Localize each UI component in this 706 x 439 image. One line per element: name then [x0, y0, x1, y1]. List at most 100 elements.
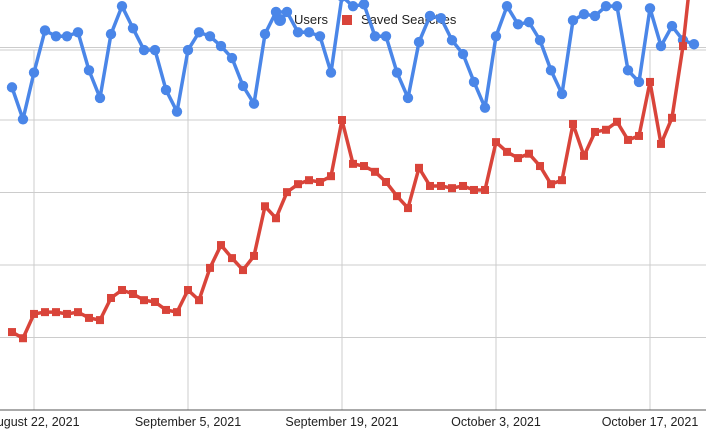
data-point-saved-searches	[250, 251, 258, 260]
data-point-saved-searches	[349, 159, 357, 168]
data-point-saved-searches	[404, 204, 412, 213]
data-point-users	[182, 44, 194, 56]
data-point-saved-searches	[481, 185, 489, 194]
data-point-users	[347, 0, 359, 12]
x-tick-label: October 3, 2021	[451, 415, 541, 429]
data-point-users	[204, 31, 216, 42]
data-point-saved-searches	[327, 172, 335, 181]
data-point-users	[655, 40, 667, 52]
data-point-users	[391, 67, 403, 78]
data-point-users	[193, 27, 205, 38]
data-point-saved-searches	[382, 177, 390, 186]
data-point-saved-searches	[8, 328, 16, 337]
data-point-users	[688, 39, 700, 50]
data-point-users	[545, 65, 557, 76]
data-point-users	[567, 15, 579, 26]
data-point-users	[50, 31, 62, 42]
data-point-saved-searches	[184, 286, 192, 295]
grid	[0, 47, 706, 411]
data-point-saved-searches	[646, 77, 654, 86]
data-point-saved-searches	[657, 139, 665, 148]
data-point-saved-searches	[173, 308, 181, 317]
data-point-saved-searches	[129, 290, 137, 298]
data-point-users	[534, 35, 546, 46]
data-point-saved-searches	[195, 296, 203, 305]
data-point-users	[127, 23, 139, 34]
data-point-saved-searches	[613, 117, 621, 126]
x-tick-label: September 5, 2021	[135, 415, 241, 429]
data-point-saved-searches	[470, 185, 478, 194]
data-point-saved-searches	[239, 266, 247, 275]
data-point-saved-searches	[415, 163, 423, 172]
data-point-users	[600, 0, 612, 12]
data-point-saved-searches	[679, 42, 687, 51]
data-point-users	[17, 114, 29, 125]
data-point-saved-searches	[206, 263, 214, 272]
data-point-saved-searches	[668, 113, 676, 122]
data-point-saved-searches	[140, 296, 148, 305]
data-point-saved-searches	[503, 147, 511, 156]
data-point-users	[556, 88, 568, 100]
data-point-users	[501, 0, 513, 12]
data-point-users	[490, 31, 502, 42]
series-group	[6, 0, 700, 343]
data-point-saved-searches	[85, 313, 93, 322]
data-point-users	[380, 31, 392, 42]
data-point-users	[435, 12, 447, 24]
data-point-saved-searches	[492, 138, 500, 147]
data-point-saved-searches	[525, 149, 533, 158]
data-point-users	[72, 27, 84, 38]
data-point-users	[303, 27, 315, 38]
data-point-users	[94, 92, 106, 104]
series-line-saved-searches	[10, 0, 690, 340]
legend-marker-saved-searches	[342, 15, 352, 25]
data-point-users	[237, 80, 249, 92]
data-point-saved-searches	[151, 297, 159, 306]
data-point-saved-searches	[536, 162, 544, 171]
data-point-users	[160, 84, 172, 96]
data-point-users	[270, 6, 282, 18]
data-point-saved-searches	[591, 127, 599, 136]
data-point-users	[215, 40, 227, 52]
data-point-users	[512, 19, 524, 30]
data-point-users	[292, 27, 304, 38]
data-point-saved-searches	[437, 181, 445, 190]
data-point-users	[83, 65, 95, 76]
data-point-users	[622, 65, 634, 76]
data-point-users	[446, 35, 458, 46]
data-point-users	[523, 16, 535, 28]
data-point-saved-searches	[96, 316, 104, 325]
data-point-saved-searches	[283, 188, 291, 197]
data-point-users	[226, 52, 238, 64]
data-point-users	[611, 0, 623, 12]
data-point-users	[633, 76, 645, 88]
data-point-saved-searches	[30, 309, 38, 318]
data-point-saved-searches	[602, 125, 610, 134]
x-axis-ticks: August 22, 2021 September 5, 2021 Septembe…	[0, 415, 698, 429]
data-point-users	[424, 10, 436, 22]
data-point-users	[358, 0, 370, 10]
data-point-saved-searches	[624, 135, 632, 144]
data-point-users	[314, 31, 326, 42]
data-point-saved-searches	[19, 334, 27, 343]
data-point-users	[589, 10, 601, 22]
data-point-saved-searches	[261, 202, 269, 211]
data-point-saved-searches	[569, 119, 577, 128]
data-point-saved-searches	[74, 308, 82, 317]
data-point-users	[325, 67, 337, 78]
data-point-users	[28, 67, 40, 78]
data-point-users	[105, 28, 117, 40]
data-point-users	[369, 31, 381, 42]
data-point-users	[116, 0, 128, 12]
data-point-saved-searches	[547, 180, 555, 189]
data-point-users	[468, 76, 480, 88]
data-point-saved-searches	[393, 192, 401, 201]
data-point-saved-searches	[63, 309, 71, 318]
data-point-users	[248, 98, 260, 109]
data-point-saved-searches	[316, 177, 324, 186]
x-tick-label: October 17, 2021	[602, 415, 699, 429]
legend-label-users: Users	[294, 12, 328, 27]
data-point-users	[338, 0, 346, 2]
